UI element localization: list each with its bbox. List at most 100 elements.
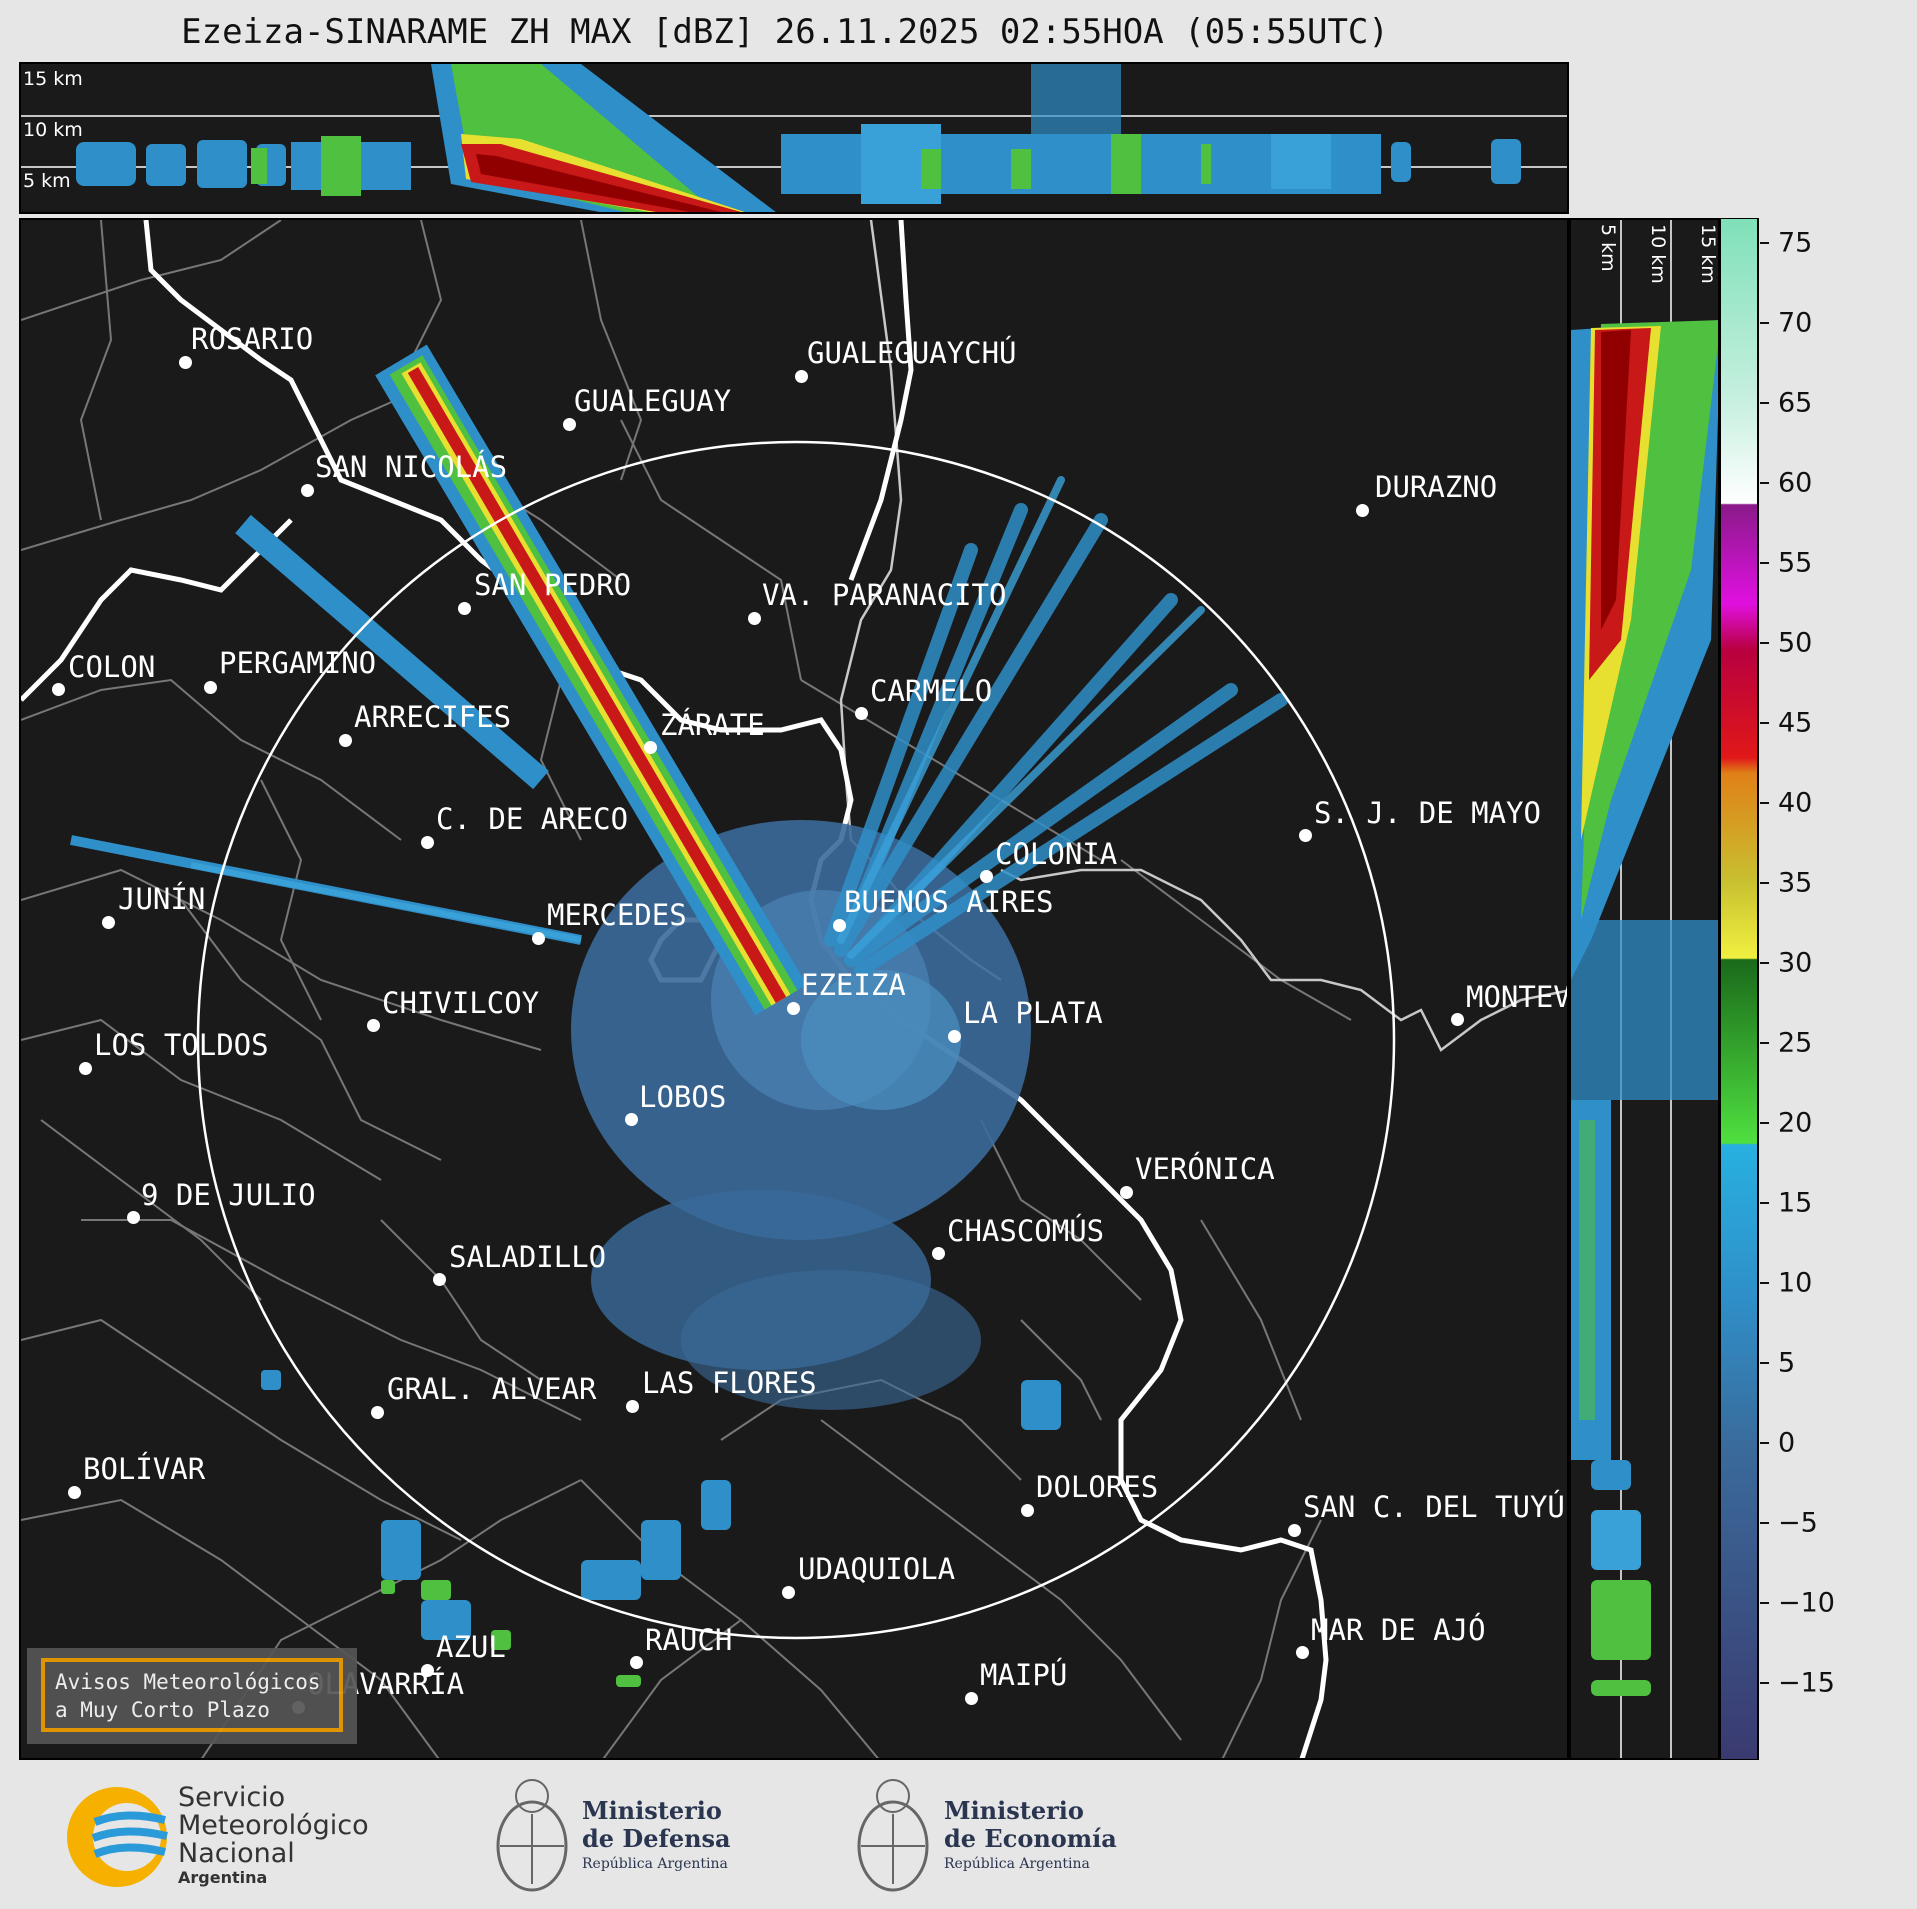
- defensa-line-1: Ministerio: [582, 1796, 722, 1825]
- city-dot-montevideo: [1451, 1013, 1464, 1026]
- tick-mark-20: [1760, 1122, 1769, 1124]
- city-label-san-pedro: SAN PEDRO: [474, 568, 632, 602]
- city-label-junin: JUNÍN: [118, 882, 206, 916]
- tick-mark-15: [1760, 1202, 1769, 1204]
- defensa-line-3: República Argentina: [582, 1856, 728, 1872]
- tick-mark-minus-5: [1760, 1522, 1769, 1524]
- city-dot-san-nicolas: [301, 484, 314, 497]
- tick-label-minus-15: −15: [1778, 1667, 1835, 1699]
- city-label-dolores: DOLORES: [1036, 1470, 1159, 1504]
- city-dot-san-c-del-tuyu: [1288, 1524, 1301, 1537]
- radar-map-panel: ROSARIO GUALEGUAYCHÚ GUALEGUAY SAN NICOL…: [19, 218, 1569, 1760]
- tick-label-10: 10: [1778, 1267, 1813, 1299]
- city-dot-los-toldos: [79, 1062, 92, 1075]
- side-cross-section-panel: 5 km 10 km 15 km: [1569, 218, 1720, 1760]
- top-altitude-10km: 10 km: [23, 119, 83, 141]
- city-dot-veronica: [1120, 1186, 1133, 1199]
- city-dot-san-pedro: [458, 602, 471, 615]
- city-dot-udaquiola: [782, 1586, 795, 1599]
- city-label-lobos: LOBOS: [639, 1080, 727, 1114]
- tick-label-40: 40: [1778, 787, 1813, 819]
- city-label-san-c-del-tuyu: SAN C. DEL TUYÚ: [1303, 1490, 1565, 1524]
- city-label-c-de-areco: C. DE ARECO: [436, 802, 629, 836]
- defensa-line-2: de Defensa: [582, 1824, 731, 1853]
- city-dot-gualeguay: [563, 418, 576, 431]
- city-dot-chivilcoy: [367, 1019, 380, 1032]
- city-dot-sj-de-mayo: [1299, 829, 1312, 842]
- side-altitude-5km: 5 km: [1597, 224, 1619, 272]
- avisos-line-2: a Muy Corto Plazo: [55, 1698, 270, 1722]
- city-label-gral-alvear: GRAL. ALVEAR: [387, 1372, 597, 1406]
- city-dot-c-de-areco: [421, 836, 434, 849]
- city-label-bolivar: BOLÍVAR: [83, 1452, 206, 1486]
- smn-logo-icon: [67, 1787, 168, 1887]
- city-dot-la-plata: [948, 1030, 961, 1043]
- city-dot-lobos: [625, 1113, 638, 1126]
- tick-mark-0: [1760, 1442, 1769, 1444]
- tick-mark-5: [1760, 1362, 1769, 1364]
- city-label-colon: COLON: [68, 650, 156, 684]
- city-dot-zarate: [644, 741, 657, 754]
- tick-mark-50: [1760, 642, 1769, 644]
- tick-mark-35: [1760, 882, 1769, 884]
- tick-mark-40: [1760, 802, 1769, 804]
- tick-mark-55: [1760, 562, 1769, 564]
- city-label-ezeiza: EZEIZA: [801, 968, 906, 1002]
- city-label-saladillo: SALADILLO: [449, 1240, 607, 1274]
- city-label-pergamino: PERGAMINO: [219, 646, 377, 680]
- tick-label-50: 50: [1778, 627, 1813, 659]
- city-label-buenos-aires: BUENOS AIRES: [844, 885, 1054, 919]
- city-label-gualeguay: GUALEGUAY: [574, 384, 732, 418]
- top-cross-section-echoes: [21, 64, 1567, 212]
- tick-label-15: 15: [1778, 1187, 1813, 1219]
- city-label-chascomus: CHASCOMÚS: [947, 1214, 1105, 1248]
- smn-logo-line-4: Argentina: [178, 1868, 268, 1887]
- city-label-arrecifes: ARRECIFES: [354, 700, 512, 734]
- city-dot-junin: [102, 916, 115, 929]
- city-label-gualeguaychu: GUALEGUAYCHÚ: [807, 336, 1017, 370]
- city-label-sj-de-mayo: S. J. DE MAYO: [1314, 796, 1541, 830]
- city-dot-colon: [52, 683, 65, 696]
- economia-line-2: de Economía: [944, 1824, 1117, 1853]
- city-dot-buenos-aires: [833, 919, 846, 932]
- city-dot-pergamino: [204, 681, 217, 694]
- city-dot-carmelo: [855, 707, 868, 720]
- smn-logo-line-1: Servicio: [178, 1782, 286, 1813]
- side-altitude-10km: 10 km: [1647, 224, 1669, 284]
- city-label-montevideo: MONTEV: [1466, 980, 1569, 1014]
- city-label-colonia: COLONIA: [995, 837, 1118, 871]
- economia-line-3: República Argentina: [944, 1856, 1090, 1872]
- tick-label-60: 60: [1778, 467, 1813, 499]
- city-dot-rosario: [179, 356, 192, 369]
- city-label-los-toldos: LOS TOLDOS: [94, 1028, 269, 1062]
- city-label-veronica: VERÓNICA: [1135, 1152, 1275, 1186]
- city-label-san-nicolas: SAN NICOLÁS: [315, 450, 508, 484]
- city-label-durazno: DURAZNO: [1375, 470, 1498, 504]
- tick-label-45: 45: [1778, 707, 1813, 739]
- city-label-9-de-julio: 9 DE JULIO: [141, 1178, 316, 1212]
- city-dot-chascomus: [932, 1247, 945, 1260]
- tick-label-30: 30: [1778, 947, 1813, 979]
- tick-mark-minus-15: [1760, 1682, 1769, 1684]
- tick-label-35: 35: [1778, 867, 1813, 899]
- top-cross-section-panel: 15 km 10 km 5 km: [19, 62, 1569, 214]
- tick-label-55: 55: [1778, 547, 1813, 579]
- city-dot-9-de-julio: [127, 1211, 140, 1224]
- city-dot-bolivar: [68, 1486, 81, 1499]
- tick-label-minus-10: −10: [1778, 1587, 1835, 1619]
- tick-mark-30: [1760, 962, 1769, 964]
- city-label-azul: AZUL: [436, 1630, 506, 1664]
- city-label-rauch: RAUCH: [645, 1623, 733, 1657]
- tick-label-65: 65: [1778, 387, 1813, 419]
- city-dot-dolores: [1021, 1504, 1034, 1517]
- city-dot-gral-alvear: [371, 1406, 384, 1419]
- city-label-va-paranacito: VA. PARANACITO: [762, 578, 1007, 612]
- city-dot-azul: [421, 1664, 434, 1677]
- tick-mark-10: [1760, 1282, 1769, 1284]
- colorbar-tick-labels: 75 70 65 60 55 50 45 40 35 30 25 20 15 1…: [1760, 218, 1910, 1760]
- tick-label-25: 25: [1778, 1027, 1813, 1059]
- top-altitude-15km: 15 km: [23, 68, 83, 90]
- tick-label-minus-5: −5: [1778, 1507, 1818, 1539]
- avisos-legend-frame: Avisos Meteorológicos a Muy Corto Plazo: [41, 1658, 343, 1732]
- city-dot-rauch: [630, 1656, 643, 1669]
